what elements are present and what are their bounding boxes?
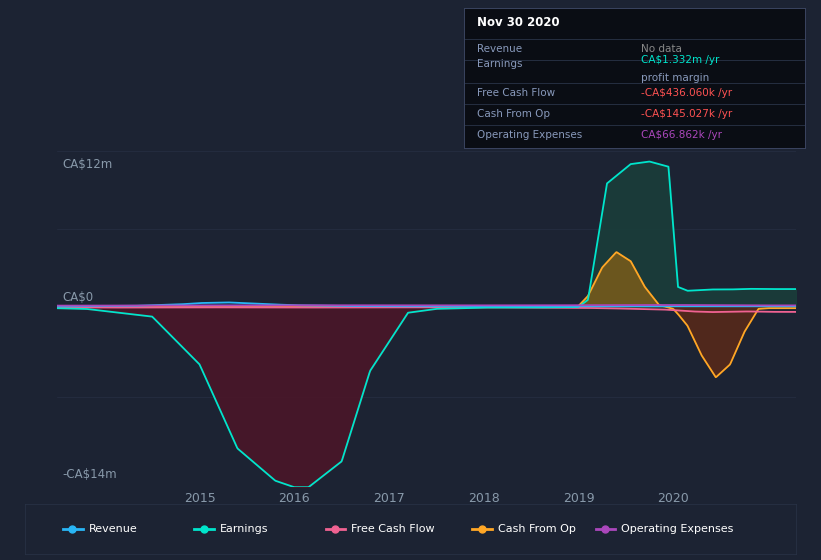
Text: Cash From Op: Cash From Op <box>498 524 576 534</box>
Text: Nov 30 2020: Nov 30 2020 <box>478 16 560 29</box>
Text: Free Cash Flow: Free Cash Flow <box>351 524 434 534</box>
Text: Earnings: Earnings <box>478 59 523 69</box>
Text: -CA$14m: -CA$14m <box>62 468 117 480</box>
Text: Revenue: Revenue <box>89 524 137 534</box>
Text: CA$66.862k /yr: CA$66.862k /yr <box>641 130 722 140</box>
Text: CA$1.332m /yr: CA$1.332m /yr <box>641 55 719 65</box>
Text: Revenue: Revenue <box>478 44 523 54</box>
Text: Free Cash Flow: Free Cash Flow <box>478 88 556 98</box>
Text: Cash From Op: Cash From Op <box>478 109 551 119</box>
Text: -CA$436.060k /yr: -CA$436.060k /yr <box>641 88 732 98</box>
Text: profit margin: profit margin <box>641 73 709 83</box>
Text: CA$12m: CA$12m <box>62 158 112 171</box>
Text: No data: No data <box>641 44 682 54</box>
Text: Operating Expenses: Operating Expenses <box>621 524 733 534</box>
Text: CA$0: CA$0 <box>62 291 94 304</box>
Text: -CA$145.027k /yr: -CA$145.027k /yr <box>641 109 732 119</box>
Text: Operating Expenses: Operating Expenses <box>478 130 583 140</box>
Text: Earnings: Earnings <box>220 524 268 534</box>
